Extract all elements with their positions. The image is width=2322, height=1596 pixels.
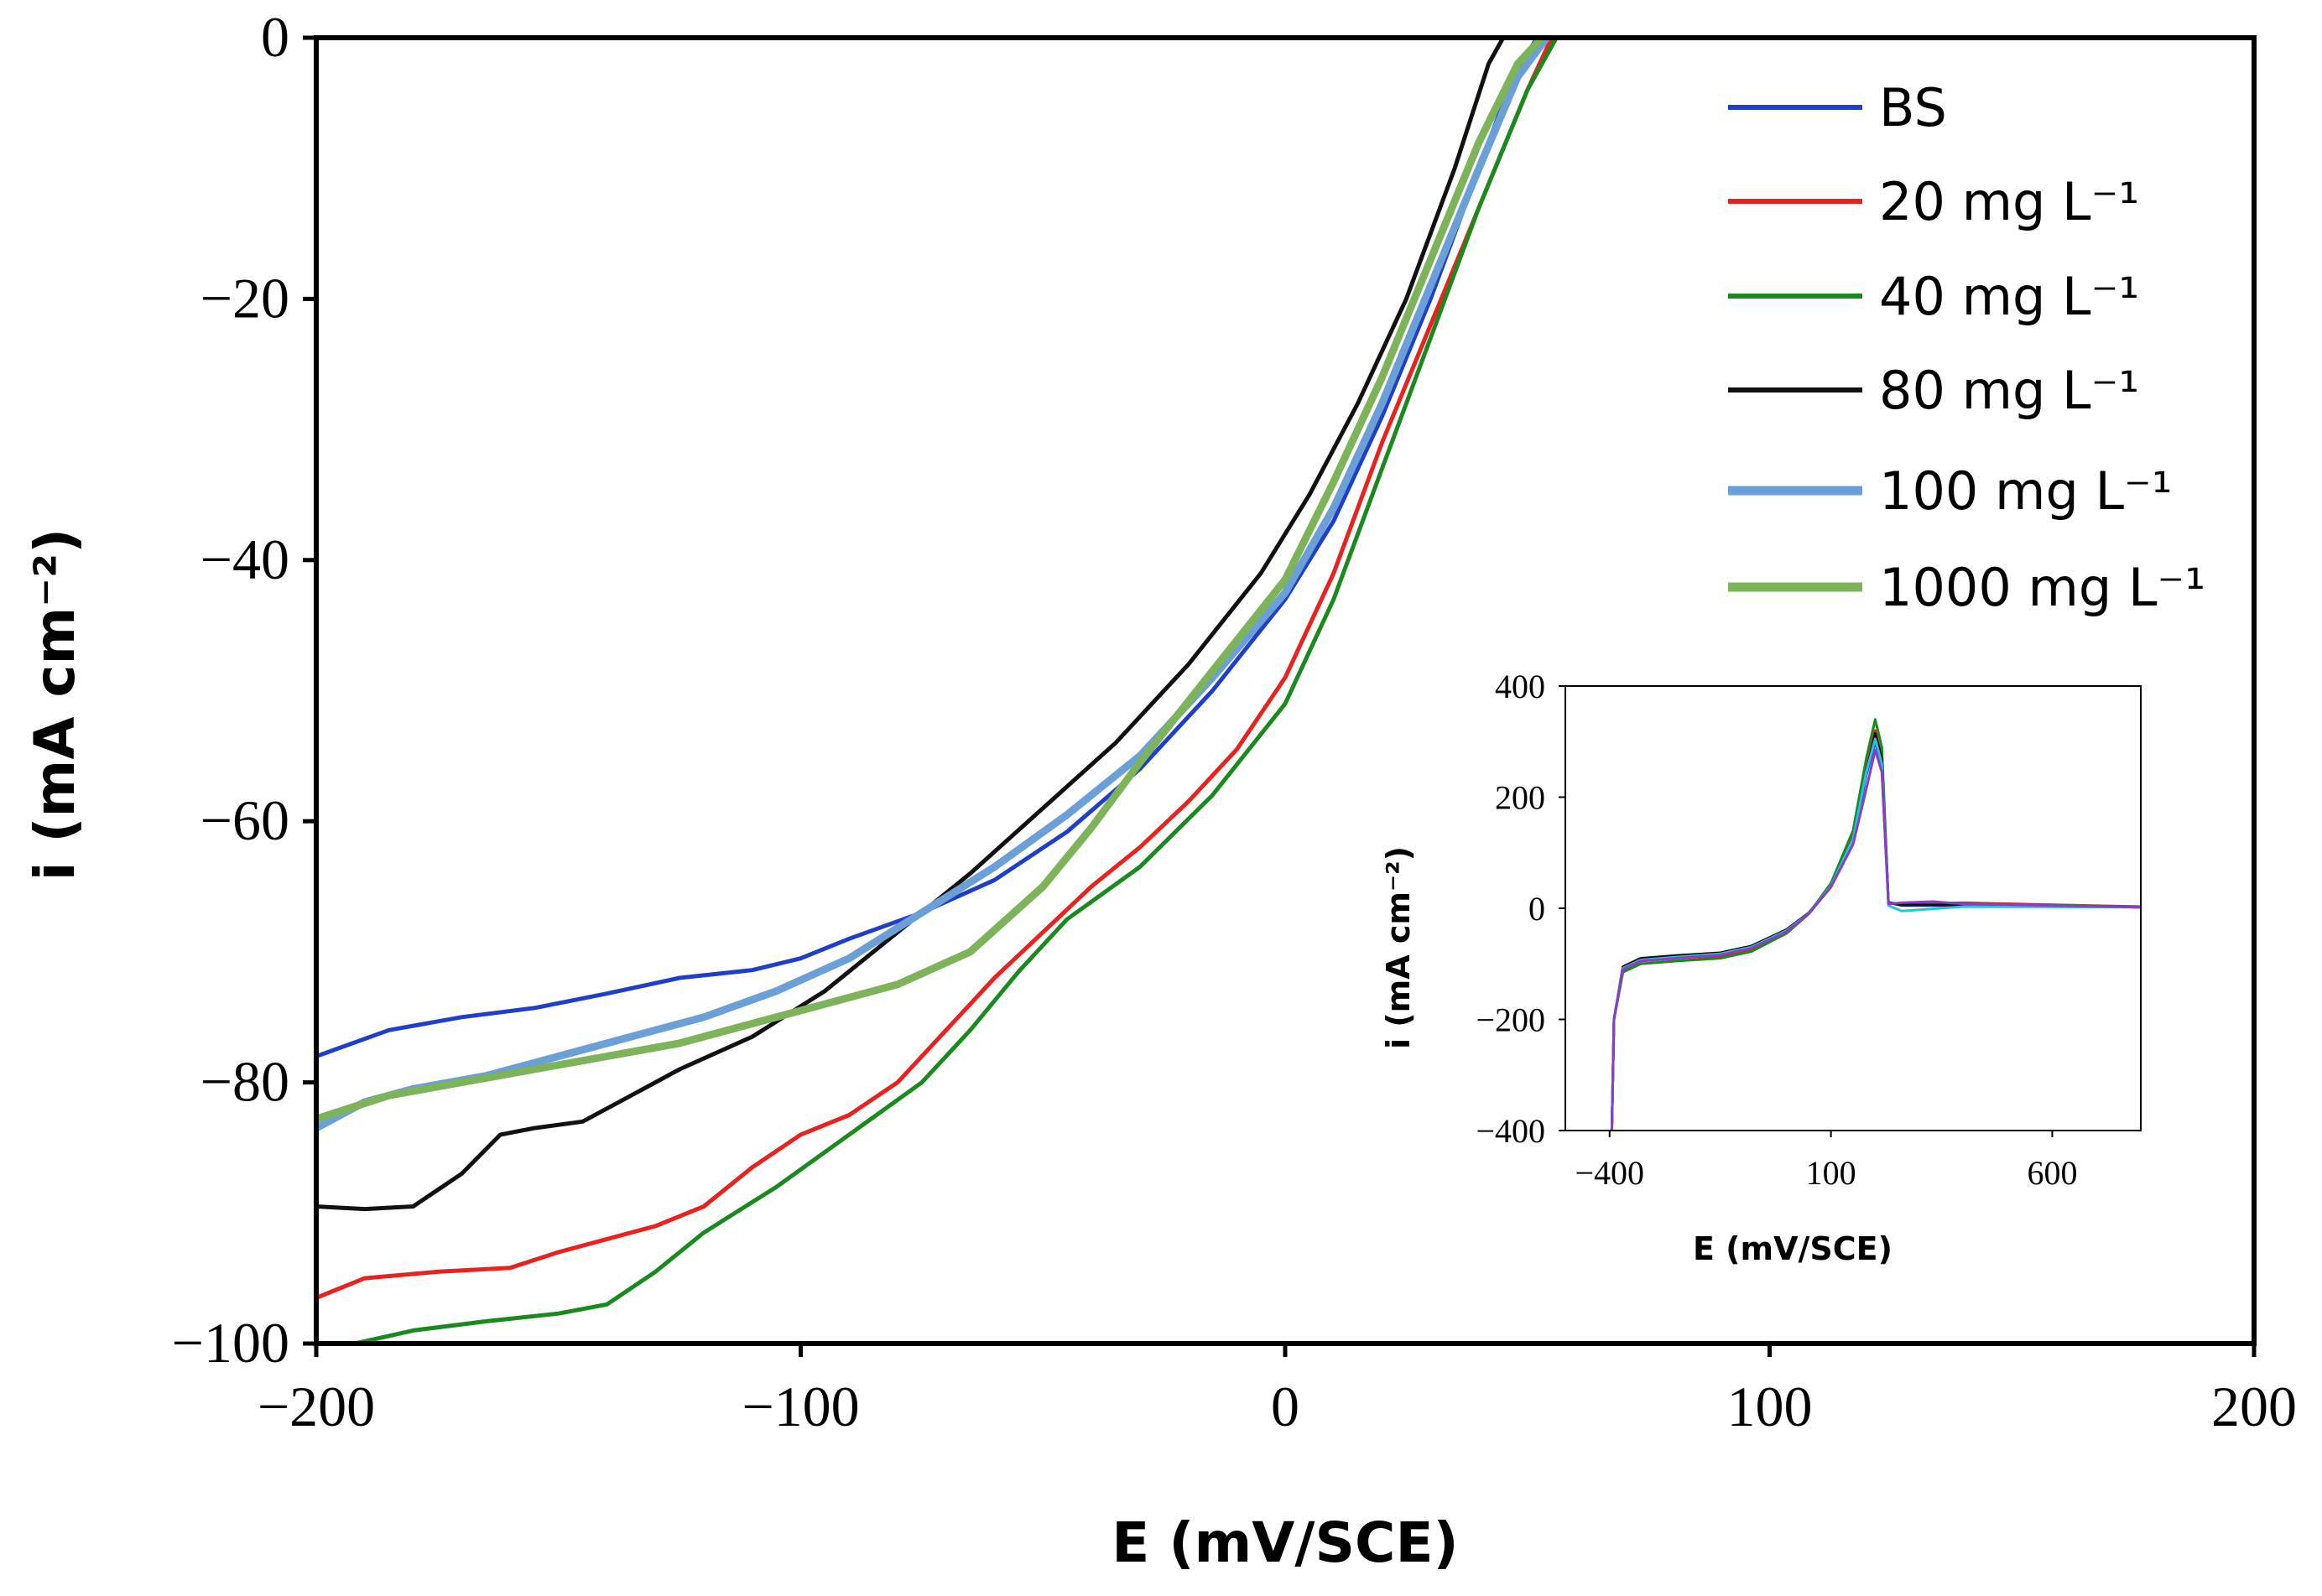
main-y-tick-label: −60 <box>200 788 289 852</box>
inset-y-tick-label: 200 <box>1495 779 1545 817</box>
legend-label-80mg: 80 mg L⁻¹ <box>1879 360 2139 421</box>
inset-y-tick-label: 0 <box>1528 890 1545 928</box>
main-x-tick-label: 0 <box>1271 1375 1299 1438</box>
inset-y-axis-title: i (mA cm⁻²) <box>1380 846 1417 1049</box>
legend-label-20mg: 20 mg L⁻¹ <box>1879 171 2139 232</box>
inset-ticks-group: −400 100 600 400 200 0 −200 −400 <box>1476 668 2077 1192</box>
inset-series-line-5 <box>1610 748 2141 1131</box>
legend: BS 20 mg L⁻¹ 40 mg L⁻¹ 80 mg L⁻¹ 100 mg … <box>1728 77 2205 618</box>
inset-y-tick-label: −400 <box>1476 1112 1545 1150</box>
inset-y-tick-label: 400 <box>1495 668 1545 705</box>
main-x-tick-label: −100 <box>742 1375 859 1438</box>
main-y-tick-label: 0 <box>261 5 289 69</box>
y-axis-title: i (mA cm⁻²) <box>23 528 87 881</box>
main-x-tick-label: −200 <box>258 1375 375 1438</box>
inset-x-axis-title: E (mV/SCE) <box>1693 1230 1892 1267</box>
inset-plot: −400 100 600 400 200 0 −200 −400 E (mV/SCE) i (… <box>1380 668 2142 1267</box>
x-axis-title: E (mV/SCE) <box>1112 1510 1458 1575</box>
inset-x-tick-label: 600 <box>2027 1154 2077 1192</box>
main-y-tick-label: −80 <box>200 1050 289 1114</box>
main-series-line-2 <box>352 38 1559 1344</box>
inset-series-group <box>1610 718 2141 1131</box>
main-series-line-0 <box>316 38 1539 1058</box>
main-x-tick-label: 100 <box>1727 1375 1813 1438</box>
main-y-tick-label: −20 <box>200 266 289 330</box>
inset-y-tick-label: −200 <box>1476 1001 1545 1039</box>
inset-x-tick-label: 100 <box>1806 1154 1856 1192</box>
main-series-group <box>316 38 1559 1344</box>
legend-label-1000mg: 1000 mg L⁻¹ <box>1879 557 2205 618</box>
legend-label-bs: BS <box>1879 77 1947 138</box>
legend-label-40mg: 40 mg L⁻¹ <box>1879 266 2139 327</box>
inset-background <box>1565 686 2141 1131</box>
main-y-tick-label: −100 <box>172 1311 289 1375</box>
legend-label-100mg: 100 mg L⁻¹ <box>1879 460 2173 522</box>
main-series-line-4 <box>316 38 1551 1132</box>
inset-x-tick-label: −400 <box>1575 1154 1644 1192</box>
main-series-line-5 <box>316 38 1546 1123</box>
main-y-tick-label: −40 <box>200 528 289 591</box>
main-x-tick-label: 200 <box>2211 1375 2297 1438</box>
main-series-line-1 <box>316 38 1554 1300</box>
